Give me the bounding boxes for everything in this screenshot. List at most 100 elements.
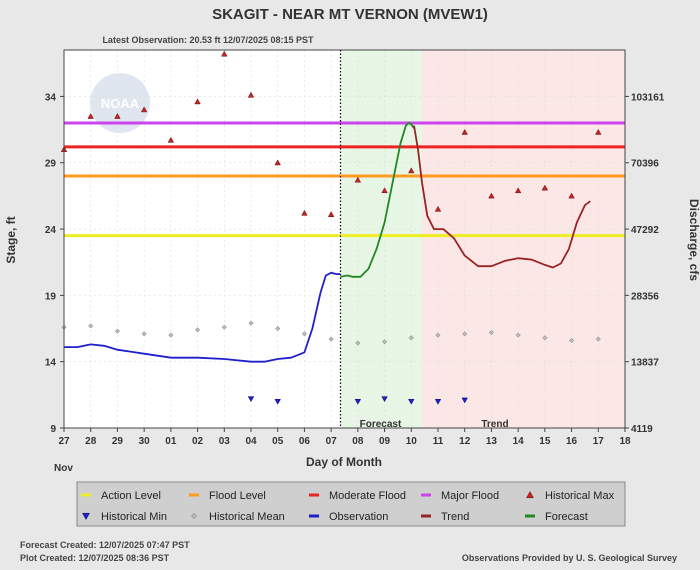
month-label: Nov: [54, 463, 73, 474]
historical-mean-point: [595, 336, 601, 342]
x-tick-label: 10: [406, 436, 418, 447]
historical-max-point: [408, 167, 415, 174]
historical-mean-point: [221, 324, 227, 330]
series-line-observation: [64, 271, 341, 363]
x-tick-label: 30: [139, 436, 151, 447]
x-tick-label: 08: [352, 436, 364, 447]
series-line-trend: [413, 125, 591, 269]
x-tick-label: 15: [539, 436, 551, 447]
legend-item-label: Observation: [329, 511, 388, 523]
historical-min-point: [461, 397, 468, 404]
y2-tick-label: 47292: [631, 225, 659, 236]
x-tick-label: 13: [486, 436, 498, 447]
region-label-trend: Trend: [481, 419, 508, 430]
historical-mean-point: [141, 331, 147, 337]
historical-mean-point: [569, 337, 575, 344]
legend-item-label: Action Level: [101, 490, 161, 502]
plot-border: [63, 49, 626, 429]
region-label-forecast: Forecast: [360, 419, 402, 430]
historical-mean-point: [515, 332, 521, 338]
legend: Action Level Flood Level Moderate Flood Maj…: [76, 481, 626, 527]
y2-tick-label: 13837: [631, 358, 659, 369]
historical-max-point: [194, 98, 201, 105]
historical-min-point: [381, 396, 388, 403]
historical-mean-point: [488, 329, 494, 336]
x-tick-label: 27: [58, 436, 70, 447]
historical-max-point: [87, 113, 94, 119]
historical-max-point: [541, 184, 549, 191]
legend-swatch-diamond: [191, 513, 197, 519]
y2-axis-label: Discharge, cfs: [687, 199, 700, 281]
x-tick-label: 06: [299, 436, 311, 447]
historical-max-point: [301, 209, 308, 216]
legend-item-label: Major Flood: [441, 490, 499, 502]
y-tick-label: 29: [45, 159, 57, 170]
x-tick-label: 04: [245, 436, 257, 447]
x-tick-label: 05: [272, 436, 284, 447]
historical-max-point: [381, 187, 388, 194]
x-tick-label: 11: [433, 436, 444, 447]
historical-max-point: [140, 106, 148, 113]
y-tick-label: 14: [45, 358, 57, 369]
historical-mean-point: [435, 332, 441, 338]
historical-mean-point: [168, 332, 174, 338]
region-forecast: [340, 50, 422, 428]
historical-mean-point: [408, 335, 414, 341]
x-tick-label: 02: [192, 436, 204, 447]
series-line-forecast: [340, 122, 415, 278]
historical-mean-point: [248, 320, 254, 326]
region-trend: [421, 50, 625, 428]
legend-swatch-tri-down: [82, 512, 90, 521]
historical-mean-point: [114, 328, 120, 334]
legend-item-label: Historical Mean: [209, 511, 285, 523]
historical-mean-point: [355, 340, 361, 346]
historical-mean-point: [462, 331, 468, 337]
y2-tick-label: 70396: [631, 159, 659, 170]
historical-max-point: [274, 159, 281, 166]
x-tick-label: 03: [219, 436, 231, 447]
x-tick-label: 09: [379, 436, 391, 447]
x-tick-label: 16: [566, 436, 578, 447]
forecast-created-text: Forecast Created: 12/07/2025 07:47 PST: [20, 540, 190, 550]
historical-max-point: [434, 205, 442, 212]
y-tick-label: 19: [45, 291, 57, 302]
historical-mean-point: [275, 325, 281, 332]
legend-item-label: Flood Level: [209, 490, 266, 502]
historical-min-point: [408, 398, 415, 405]
x-tick-label: 17: [593, 436, 605, 447]
legend-swatch-tri-up: [526, 490, 534, 499]
x-tick-label: 07: [326, 436, 338, 447]
chart-subtitle: Latest Observation: 20.53 ft 12/07/2025 …: [102, 35, 314, 45]
noaa-logo-icon: [90, 73, 150, 133]
historical-max-point: [514, 187, 522, 194]
historical-mean-point: [382, 339, 388, 345]
historical-max-point: [114, 113, 121, 119]
legend-item-label: Historical Max: [545, 490, 615, 502]
historical-mean-point: [88, 323, 94, 329]
historical-max-point: [167, 136, 175, 143]
historical-max-point: [247, 91, 255, 98]
legend-item-label: Trend: [441, 511, 469, 523]
historical-mean-point: [542, 335, 548, 341]
historical-max-point: [461, 128, 468, 135]
noaa-logo-text: NOAA: [101, 96, 140, 111]
historical-max-point: [221, 50, 228, 57]
y-tick-label: 9: [50, 424, 56, 435]
x-axis-label: Day of Month: [306, 455, 382, 469]
historical-min-point: [434, 398, 442, 405]
legend-box: [76, 481, 626, 527]
source-credit-text: Observations Provided by U. S. Geologica…: [462, 553, 677, 563]
plot-area: NOAA Forecast Trend 27 28 29 30 01 02 03 04 05 06 07 0…: [45, 49, 665, 447]
legend-item-label: Historical Min: [101, 511, 167, 523]
plot-created-text: Plot Created: 12/07/2025 08:36 PST: [20, 553, 170, 563]
historical-max-point: [595, 128, 602, 135]
y-tick-label: 34: [45, 92, 57, 103]
legend-item-label: Moderate Flood: [329, 490, 406, 502]
historical-max-point: [327, 211, 335, 217]
y-axis-label: Stage, ft: [4, 216, 18, 263]
historical-max-point: [488, 192, 495, 199]
chart-title: SKAGIT - NEAR MT VERNON (MVEW1): [212, 6, 488, 23]
y2-tick-label: 28356: [631, 291, 659, 302]
historical-min-point: [274, 398, 281, 405]
